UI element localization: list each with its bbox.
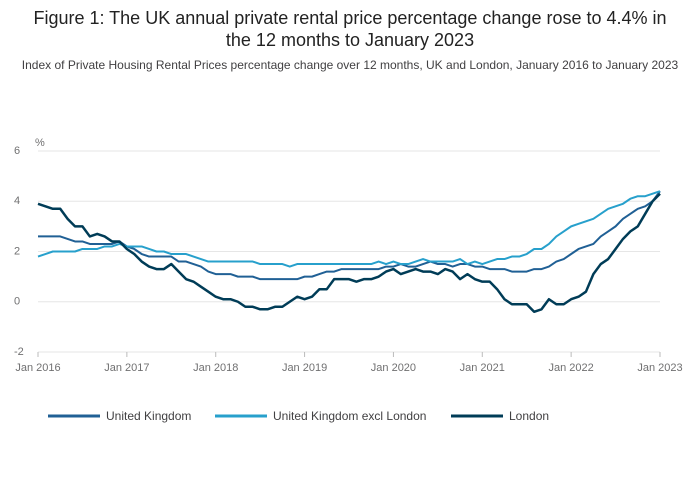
- y-tick-label: 6: [14, 145, 20, 157]
- legend-label: London: [509, 409, 549, 423]
- y-tick-label: -2: [14, 346, 24, 358]
- x-tick-label: Jan 2018: [193, 362, 238, 374]
- legend-label: United Kingdom excl London: [273, 409, 426, 423]
- y-tick-label: 4: [14, 195, 20, 207]
- x-tick-label: Jan 2019: [282, 362, 327, 374]
- y-tick-label: 0: [14, 296, 20, 308]
- line-series: [37, 192, 661, 314]
- chart-subtitle: Index of Private Housing Rental Prices p…: [21, 58, 679, 72]
- x-tick-label: Jan 2022: [549, 362, 594, 374]
- line-series: [38, 190, 661, 281]
- x-tick-label: Jan 2021: [460, 362, 505, 374]
- x-tick-label: Jan 2023: [637, 362, 682, 374]
- legend: United Kingdom United Kingdom excl London…: [48, 409, 549, 423]
- x-tick-label: Jan 2020: [371, 362, 416, 374]
- y-axis-label: %: [35, 137, 45, 149]
- x-tick-label: Jan 2016: [15, 362, 60, 374]
- y-tick-label: 2: [14, 245, 20, 257]
- line-series: [37, 190, 661, 268]
- x-tick-label: Jan 2017: [104, 362, 149, 374]
- legend-label: United Kingdom: [106, 409, 191, 423]
- chart-title: Figure 1: The UK annual private rental p…: [33, 8, 667, 50]
